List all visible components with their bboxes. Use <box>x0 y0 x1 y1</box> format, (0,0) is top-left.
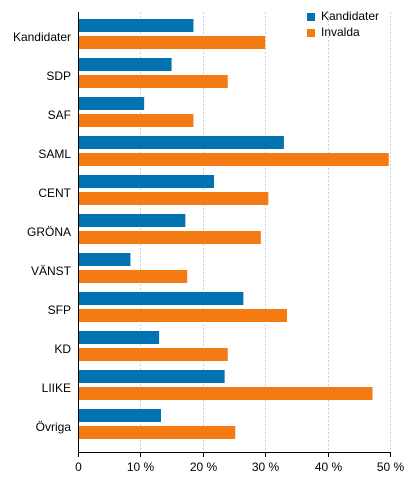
x-tick-label: 40 % <box>315 460 343 474</box>
category-label: SDP <box>46 69 71 83</box>
category-label: KD <box>54 342 71 356</box>
x-tick-label: 10 % <box>127 460 155 474</box>
category-label: Kandidater <box>13 30 71 44</box>
bar-invalda-5 <box>79 231 261 244</box>
bar-invalda-3 <box>79 153 389 166</box>
category-label: VÄNST <box>31 264 72 278</box>
bar-invalda-0 <box>79 36 266 49</box>
bar-invalda-10 <box>79 426 236 439</box>
bar-invalda-8 <box>79 348 228 361</box>
bar-kandidater-10 <box>79 409 161 422</box>
bar-kandidater-7 <box>79 292 244 305</box>
category-label: GRÖNA <box>27 225 71 239</box>
bar-kandidater-0 <box>79 19 194 32</box>
labels: 0 10 % 20 % 30 % 40 % 50 % Kandidater SDP SAF SAM… <box>13 30 405 474</box>
bar-invalda-4 <box>79 192 269 205</box>
bar-kandidater-8 <box>79 331 160 344</box>
legend: Kandidater Invalda <box>307 9 379 39</box>
x-tick-label: 50 % <box>377 460 405 474</box>
bar-kandidater-3 <box>79 136 284 149</box>
legend-swatch-kandidater <box>307 13 315 21</box>
bar-kandidater-9 <box>79 370 225 383</box>
category-label: SAF <box>48 108 71 122</box>
axes <box>78 12 391 457</box>
category-label: SAML <box>38 147 71 161</box>
bar-kandidater-6 <box>79 253 131 266</box>
legend-label-invalda: Invalda <box>321 25 360 39</box>
legend-label-kandidater: Kandidater <box>321 9 379 23</box>
bars <box>79 19 389 439</box>
bar-invalda-2 <box>79 114 194 127</box>
category-label: CENT <box>38 186 71 200</box>
category-label: LIIKE <box>42 381 71 395</box>
bar-invalda-7 <box>79 309 288 322</box>
bar-invalda-1 <box>79 75 228 88</box>
bar-invalda-6 <box>79 270 188 283</box>
bar-kandidater-2 <box>79 97 145 110</box>
bar-kandidater-5 <box>79 214 186 227</box>
x-tick-label: 30 % <box>252 460 280 474</box>
x-tick-label: 0 <box>75 460 82 474</box>
category-label: Övriga <box>36 420 72 434</box>
bar-invalda-9 <box>79 387 373 400</box>
x-tick-label: 20 % <box>190 460 218 474</box>
category-label: SFP <box>48 303 71 317</box>
bar-kandidater-1 <box>79 58 172 71</box>
bar-kandidater-4 <box>79 175 215 188</box>
legend-swatch-invalda <box>307 29 315 37</box>
